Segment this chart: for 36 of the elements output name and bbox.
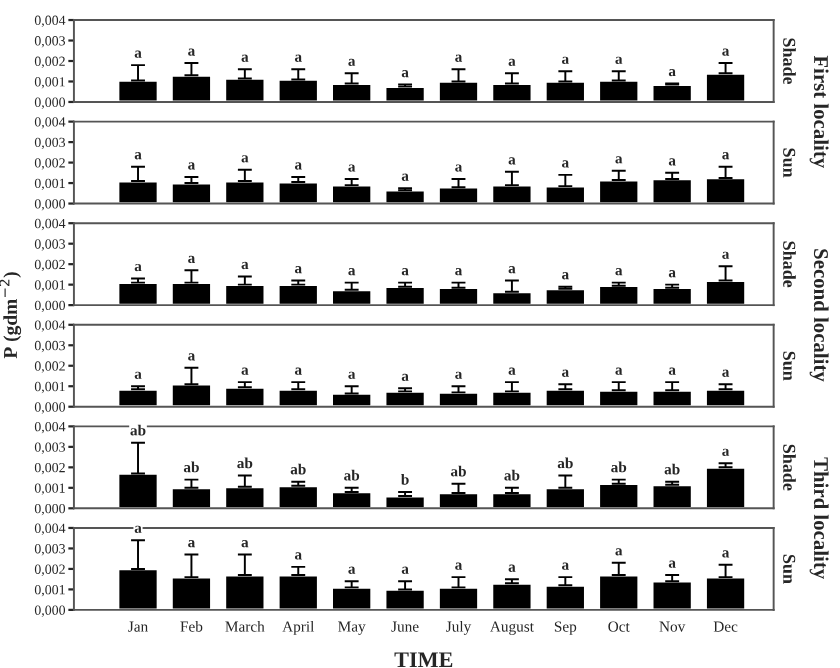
bar: [490, 82, 534, 102]
bar: [437, 491, 480, 509]
bar: [383, 85, 427, 102]
bar: [650, 83, 694, 102]
bar: [597, 79, 641, 102]
bar: [223, 77, 267, 102]
text: Second locality: [809, 249, 829, 382]
bar: [650, 483, 694, 509]
bar: [330, 490, 374, 509]
text: Sun: [783, 351, 796, 381]
text: Shade: [783, 444, 796, 491]
bar: [704, 71, 747, 102]
bar: [543, 80, 587, 102]
text: First locality: [809, 55, 829, 168]
bar: [650, 579, 694, 610]
bar: [170, 486, 213, 509]
y-axis-title: P (gdm$^{−2}$): [0, 272, 22, 359]
bar: [223, 485, 267, 509]
bar: [276, 573, 320, 610]
bar: [330, 82, 374, 102]
bar: [490, 581, 534, 610]
text: Shade: [783, 38, 796, 85]
bar: [330, 585, 374, 610]
bar: [597, 482, 641, 509]
bar: [490, 491, 534, 509]
bar: [543, 583, 587, 610]
text: Third locality: [809, 457, 829, 579]
text: Shade: [783, 241, 796, 288]
bar: [704, 465, 747, 509]
bar: [276, 78, 320, 102]
bar: [437, 585, 480, 610]
bar: [276, 484, 320, 509]
x-axis-title: TIME: [394, 652, 453, 667]
bar: [383, 588, 427, 610]
text: Sun: [783, 554, 796, 584]
text: Sun: [783, 148, 796, 178]
